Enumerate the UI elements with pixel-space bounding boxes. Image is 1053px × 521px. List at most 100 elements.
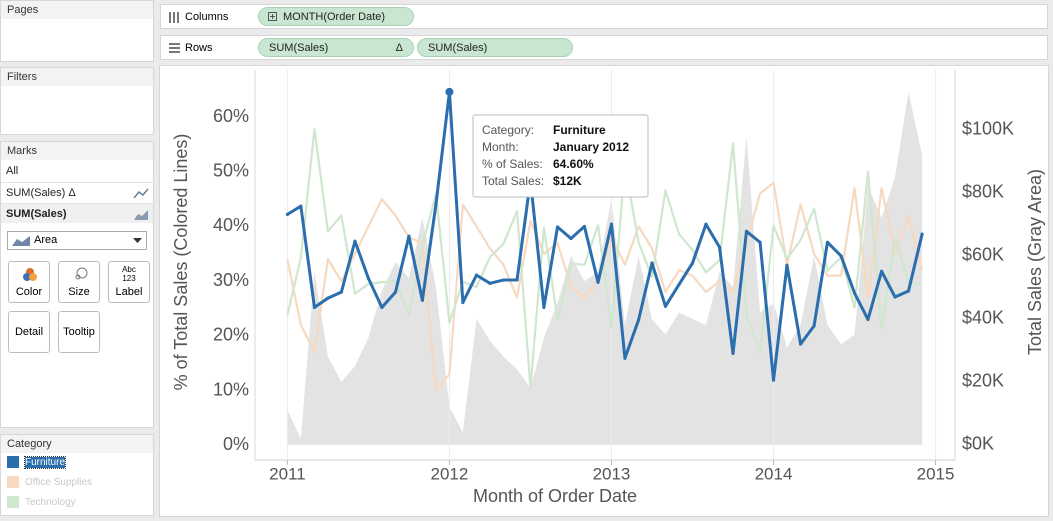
point: [501, 278, 506, 282]
point: [339, 290, 343, 294]
point: [515, 278, 519, 282]
tooltip-box: [472, 114, 649, 198]
point: [488, 281, 492, 285]
point: [704, 222, 708, 226]
x-axis-title: Month of Order Date: [473, 486, 637, 506]
point: [434, 202, 438, 206]
pill-label: SUM(Sales): [428, 42, 488, 54]
size-button[interactable]: Size: [58, 261, 100, 303]
y2-tick-label: $60K: [962, 245, 1004, 265]
label-icon: 123: [122, 274, 136, 283]
point: [623, 356, 627, 360]
pill[interactable]: SUM(Sales) Δ: [258, 38, 414, 57]
legend-item[interactable]: Furniture: [7, 456, 67, 470]
point: [609, 222, 614, 226]
pill[interactable]: MONTH(Order Date): [258, 7, 414, 26]
mark-type: Area: [34, 234, 58, 246]
y2-axis-title: Total Sales (Gray Area): [1025, 169, 1045, 355]
x-tick-label: 2013: [593, 464, 631, 483]
legend-label: Office Supplies: [25, 477, 93, 488]
point: [744, 229, 749, 233]
pill-label: MONTH(Order Date): [283, 11, 386, 23]
x-tick-label: 2011: [269, 464, 306, 483]
tooltip-value: Furniture: [553, 123, 606, 137]
point: [569, 236, 573, 241]
point: [906, 289, 911, 293]
button-label: Tooltip: [63, 326, 95, 338]
panel-title: Marks: [1, 142, 153, 160]
point: [596, 280, 600, 284]
line-icon: [133, 188, 149, 199]
point: [731, 351, 735, 355]
label-button[interactable]: Abc 123 Label: [108, 261, 150, 303]
legend-title: Category: [1, 435, 153, 453]
tooltip-key: Month:: [482, 140, 519, 154]
point: [582, 224, 587, 229]
rows-shelf: Rows SUM(Sales) Δ SUM(Sales): [160, 35, 1048, 60]
y-tick-label: 50%: [213, 160, 249, 180]
y-tick-label: 20%: [213, 325, 249, 345]
button-label: Detail: [14, 326, 44, 338]
legend-swatch: [7, 496, 19, 509]
hover-point: [445, 87, 454, 96]
point: [393, 290, 398, 294]
y-tick-label: 30%: [213, 270, 249, 290]
point: [326, 296, 330, 300]
point: [690, 261, 695, 265]
point: [474, 273, 479, 277]
color-icon: [23, 268, 37, 281]
point: [771, 378, 776, 382]
pages-panel: Pages: [0, 0, 154, 62]
point: [893, 295, 897, 299]
button-label: Label: [115, 286, 143, 298]
color-button[interactable]: Color: [8, 261, 50, 303]
layer-label: SUM(Sales): [6, 208, 67, 220]
pill[interactable]: SUM(Sales): [417, 38, 573, 57]
point: [839, 254, 843, 258]
panel-title: Filters: [1, 68, 153, 86]
size-icon: [75, 267, 88, 280]
line: [286, 127, 923, 389]
legend-swatch: [7, 476, 19, 489]
point: [353, 239, 357, 243]
marks-all[interactable]: All: [6, 165, 19, 177]
area-icon: [12, 236, 30, 246]
marks-layer[interactable]: SUM(Sales) Δ: [1, 182, 153, 202]
y-tick-label: 10%: [213, 379, 249, 399]
y2-tick-label: $0K: [962, 434, 994, 454]
button-label: Size: [68, 286, 90, 298]
detail-button[interactable]: Detail: [8, 311, 50, 353]
y2-tick-label: $80K: [962, 182, 1004, 202]
point: [380, 305, 384, 309]
shelf-label: Columns: [185, 11, 229, 23]
y-tick-label: 0%: [223, 434, 249, 454]
marks-panel: Marks All SUM(Sales) Δ SUM(Sales) Area C…: [0, 141, 154, 428]
point: [312, 305, 317, 309]
line: [286, 90, 924, 382]
point: [798, 342, 803, 346]
tooltip-button[interactable]: Tooltip: [58, 311, 100, 353]
point: [636, 318, 641, 322]
x-tick-label: 2015: [917, 464, 955, 483]
layer-label: SUM(Sales): [6, 187, 66, 199]
marks-layer[interactable]: SUM(Sales): [1, 203, 153, 223]
point: [812, 324, 816, 328]
legend-item[interactable]: Office Supplies: [7, 476, 92, 490]
delta-icon: Δ: [395, 42, 403, 54]
point: [650, 261, 654, 265]
tooltip-value: 64.60%: [553, 157, 594, 171]
legend-item[interactable]: Technology: [7, 496, 76, 510]
legend-label: Furniture: [23, 456, 67, 469]
y-axis-title: % of Total Sales (Colored Lines): [171, 134, 191, 391]
y2-tick-label: $100K: [962, 119, 1014, 139]
point: [879, 269, 884, 273]
point: [299, 204, 303, 208]
dropdown-arrow: [133, 238, 142, 243]
shelf-label: Rows: [185, 42, 213, 54]
point: [866, 317, 870, 322]
mark-type-dropdown[interactable]: Area: [7, 231, 147, 250]
point: [420, 298, 424, 302]
panel-title: Pages: [1, 1, 153, 19]
point: [407, 234, 411, 238]
